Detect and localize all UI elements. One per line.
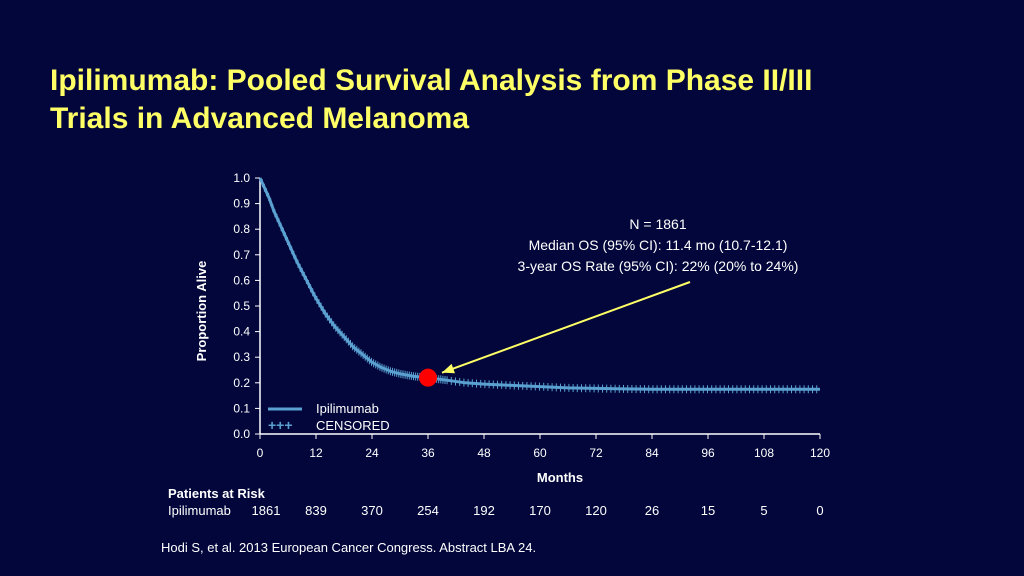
citation: Hodi S, et al. 2013 European Cancer Cong… [161,540,537,555]
risk-table-value: 170 [529,503,551,518]
survival-curve-ipilimumab [258,177,820,391]
y-tick-label: 0.6 [233,273,250,287]
x-tick-label: 24 [365,446,379,460]
y-tick-label: 0.3 [233,350,250,364]
legend-label-ipilimumab: Ipilimumab [316,401,379,416]
legend-censored-icon: +++ [268,417,293,433]
y-tick-label: 0.1 [233,401,250,415]
x-tick-label: 120 [810,446,830,460]
risk-table-value: 120 [585,503,607,518]
legend-label-censored: CENSORED [316,418,390,433]
y-tick-label: 0.0 [233,427,250,441]
x-tick-label: 96 [701,446,715,460]
risk-table-value: 15 [700,503,716,518]
risk-table-value: 839 [305,503,327,518]
y-tick-label: 0.9 [233,197,250,211]
slide-title: Ipilimumab: Pooled Survival Analysis fro… [50,62,990,138]
x-axis-label: Months [537,470,583,485]
censored-marks [261,179,818,394]
risk-table-value: 1861 [251,503,281,518]
x-tick-label: 72 [589,446,603,460]
y-tick-label: 0.7 [233,248,250,262]
annotation-arrow-head [442,363,455,374]
annotation-arrow-line [441,281,691,374]
x-tick-label: 84 [645,446,659,460]
risk-table-value: 26 [644,503,660,518]
x-tick-label: 108 [754,446,774,460]
risk-table-row: Ipilimumab 1861 839 370 254 192 170 120 26 15 5 0 [0,503,1024,521]
y-tick-label: 0.2 [233,376,250,390]
risk-table-value: 0 [816,503,824,518]
slide-title-line2: Trials in Advanced Melanoma [50,102,470,135]
annotation-line: N = 1861 [629,216,686,232]
y-tick-label: 0.4 [233,325,250,339]
slide-title-line1: Ipilimumab: Pooled Survival Analysis fro… [50,64,813,97]
risk-table-value: 5 [760,503,768,518]
risk-table-label: Ipilimumab [168,503,231,518]
annotation-line: Median OS (95% CI): 11.4 mo (10.7-12.1) [529,237,788,253]
risk-table-value: 254 [417,503,439,518]
three-year-marker [419,368,437,387]
annotation-line: 3-year OS Rate (95% CI): 22% (20% to 24%… [518,258,799,274]
y-tick-label: 0.8 [233,222,250,236]
x-tick-label: 48 [477,446,491,460]
x-tick-label: 60 [533,446,547,460]
y-axis-label: Proportion Alive [194,261,209,362]
x-tick-label: 36 [421,446,435,460]
risk-table-header: Patients at Risk [168,486,265,501]
risk-table-value: 192 [473,503,495,518]
risk-table-value: 370 [361,503,383,518]
y-tick-label: 1.0 [233,171,250,185]
x-tick-label: 12 [309,446,323,460]
y-tick-label: 0.5 [233,299,250,313]
x-tick-label: 0 [257,446,264,460]
